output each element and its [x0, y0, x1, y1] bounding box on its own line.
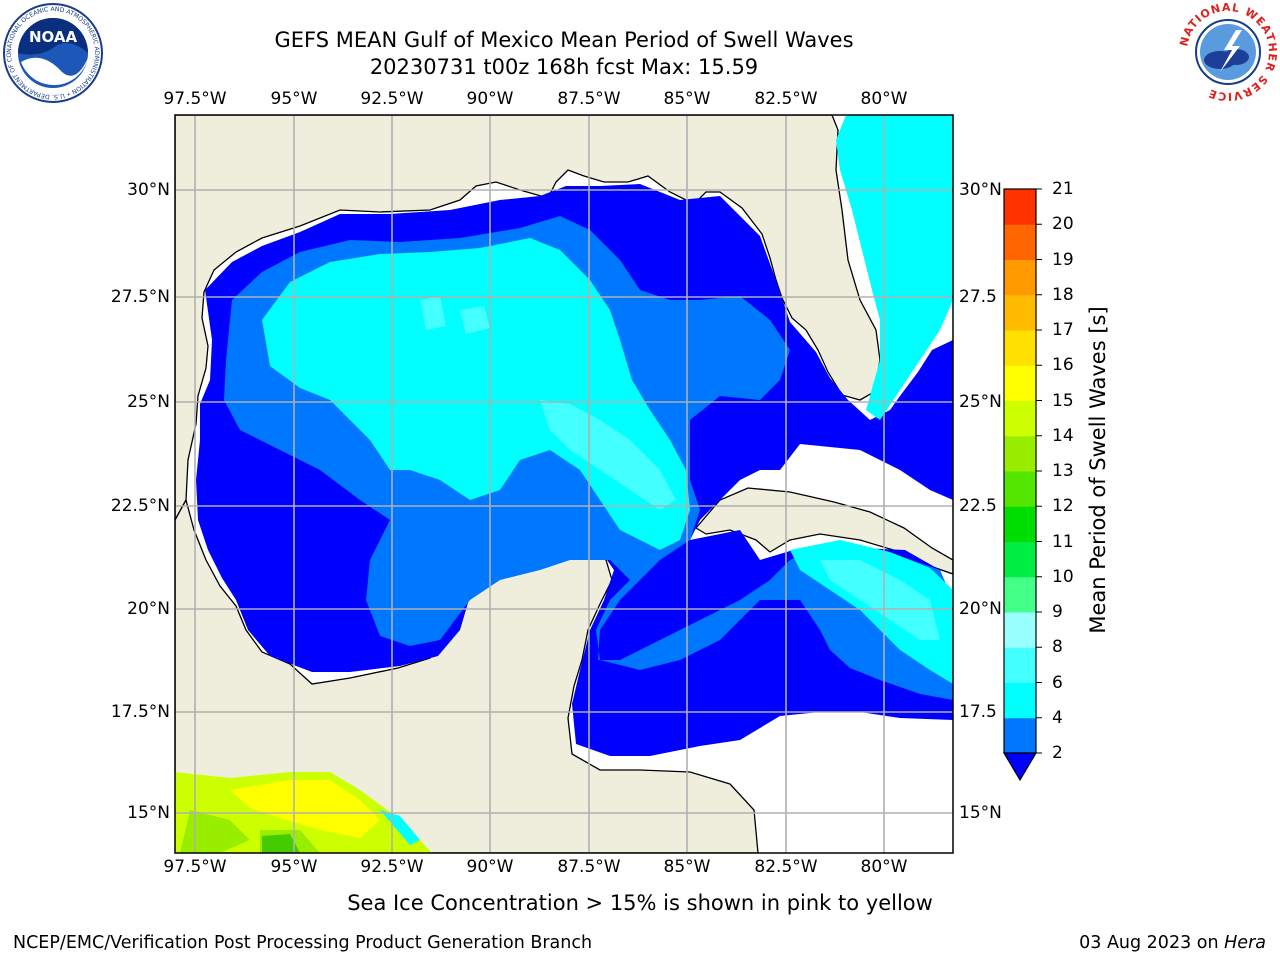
lat-tick-right: 27.5 — [959, 287, 997, 307]
lat-tick-left: 27.5°N — [110, 287, 170, 307]
lat-tick-right: 17.5 — [959, 702, 997, 722]
colorbar-tick-label: 6 — [1052, 672, 1063, 693]
colorbar-swatch — [1004, 189, 1036, 225]
lat-tick-left: 30°N — [127, 180, 170, 200]
colorbar-swatch — [1004, 400, 1036, 437]
colorbar-swatch — [1004, 682, 1036, 719]
lon-tick-bottom: 95°W — [270, 857, 318, 877]
colorbar-swatch — [1004, 541, 1036, 578]
colorbar-tick-label: 14 — [1052, 425, 1074, 446]
colorbar-tick-label: 20 — [1052, 214, 1074, 235]
map-subtitle: 20230731 t00z 168h fcst Max: 15.59 — [369, 55, 759, 79]
lon-tick-bottom: 85°W — [663, 857, 711, 877]
colorbar-tick-label: 13 — [1052, 461, 1074, 481]
lat-tick-left: 22.5°N — [110, 496, 170, 516]
lat-tick-right: 20°N — [959, 599, 1002, 619]
sea-ice-note: Sea Ice Concentration > 15% is shown in … — [347, 891, 933, 915]
colorbar-tick-label: 21 — [1052, 179, 1074, 199]
noaa-logo: NATIONAL OCEANIC AND ATMOSPHERIC ADMINIS… — [2, 2, 103, 103]
footer-branch: NCEP/EMC/Verification Post Processing Pr… — [13, 933, 593, 953]
lat-tick-left: 17.5°N — [110, 702, 170, 722]
colorbar-swatch — [1004, 717, 1036, 754]
colorbar-tick-label: 18 — [1052, 284, 1074, 305]
swell-band-6-8s — [262, 238, 690, 550]
lon-tick-top: 97.5°W — [163, 89, 227, 109]
colorbar-swatch — [1004, 259, 1036, 296]
lon-tick-top: 87.5°W — [557, 89, 621, 109]
colorbar-tick-label: 11 — [1052, 531, 1074, 552]
colorbar-tick-label: 2 — [1052, 743, 1063, 763]
colorbar-tick-labels: 2 4 6 8 9 10 11 12 13 14 15 16 17 18 19 20 21 — [1052, 0, 1092, 960]
colorbar-tick-label: 17 — [1052, 320, 1074, 340]
colorbar-swatch — [1004, 330, 1036, 366]
colorbar-swatch — [1004, 435, 1036, 472]
footer-date: 03 Aug 2023 on — [1079, 933, 1225, 953]
colorbar-swatch — [1004, 471, 1036, 507]
lon-tick-bottom: 90°W — [466, 857, 514, 877]
colorbar-tick-label: 15 — [1052, 390, 1074, 411]
lat-tick-right: 25°N — [959, 392, 1002, 412]
swell-florida-east-strip — [836, 115, 953, 420]
colorbar-tick-label: 4 — [1052, 707, 1063, 728]
map-title: GEFS MEAN Gulf of Mexico Mean Period of … — [274, 28, 854, 52]
land-cuba — [695, 487, 953, 575]
colorbar-tick-label: 9 — [1052, 602, 1063, 622]
footer-machine: Hera — [1224, 933, 1266, 953]
lon-tick-top: 90°W — [466, 89, 514, 109]
lat-tick-left: 25°N — [127, 392, 170, 412]
colorbar-label: Mean Period of Swell Waves [s] — [1086, 306, 1110, 634]
lon-tick-bottom: 80°W — [860, 857, 908, 877]
colorbar-swatch — [1004, 506, 1036, 542]
lat-tick-right: 15°N — [959, 803, 1002, 823]
lat-tick-left: 15°N — [127, 803, 170, 823]
colorbar — [1002, 188, 1042, 782]
colorbar-tick-label: 10 — [1052, 566, 1074, 587]
svg-text:NOAA: NOAA — [29, 28, 78, 46]
map-frame — [174, 114, 954, 854]
lon-tick-top: 80°W — [860, 89, 908, 109]
map-gridlines — [175, 115, 953, 853]
lat-tick-right: 22.5 — [959, 496, 997, 516]
lon-tick-top: 95°W — [270, 89, 318, 109]
lat-tick-right: 30°N — [959, 180, 1002, 200]
colorbar-tick-label: 19 — [1052, 249, 1074, 270]
colorbar-tick-label: 12 — [1052, 496, 1074, 517]
lon-tick-top: 82.5°W — [754, 89, 818, 109]
lon-tick-top: 85°W — [663, 89, 711, 109]
colorbar-tick-label: 16 — [1052, 355, 1074, 376]
swell-band-8-9s — [420, 296, 676, 510]
lon-tick-bottom: 87.5°W — [557, 857, 621, 877]
nws-logo: NATIONAL WEATHER SERVICE — [1178, 2, 1278, 102]
colorbar-swatch — [1004, 576, 1036, 613]
lon-tick-bottom: 82.5°W — [754, 857, 818, 877]
lon-tick-bottom: 97.5°W — [163, 857, 227, 877]
lon-tick-bottom: 92.5°W — [360, 857, 424, 877]
lat-tick-left: 20°N — [127, 599, 170, 619]
colorbar-swatch — [1004, 294, 1036, 331]
lon-tick-top: 92.5°W — [360, 89, 424, 109]
colorbar-tick-label: 8 — [1052, 637, 1063, 658]
colorbar-swatch — [1004, 224, 1036, 260]
colorbar-swatch — [1004, 612, 1036, 648]
colorbar-swatch — [1004, 647, 1036, 683]
colorbar-extend-arrow — [1002, 752, 1038, 782]
colorbar-swatch — [1004, 365, 1036, 401]
footer-run-date: 03 Aug 2023 on Hera — [1079, 932, 1266, 954]
